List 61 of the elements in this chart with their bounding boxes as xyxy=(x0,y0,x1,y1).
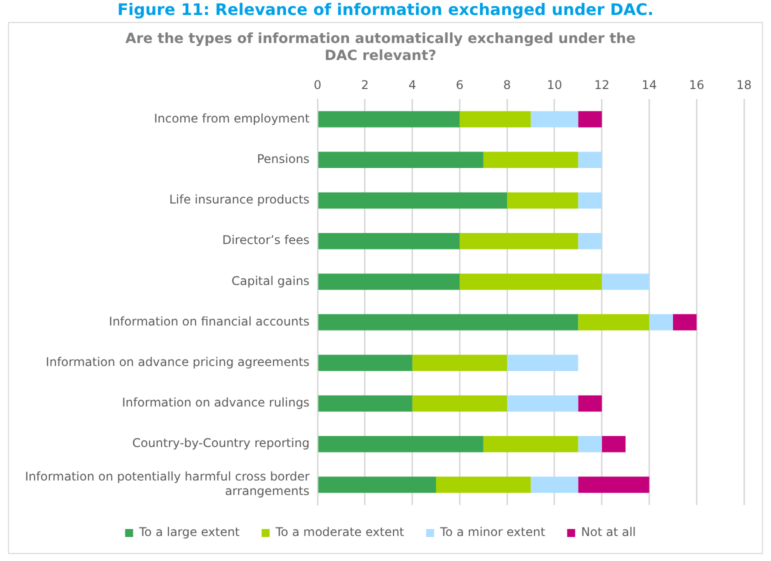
bar xyxy=(507,192,578,209)
x-tick-label: 14 xyxy=(642,78,657,92)
bar xyxy=(436,476,531,493)
legend-label: To a moderate extent xyxy=(274,525,404,540)
bar xyxy=(318,354,412,372)
x-tick-label: 16 xyxy=(688,78,704,92)
bar xyxy=(602,436,626,452)
x-tick-label: 6 xyxy=(456,78,464,92)
x-tick-label: 8 xyxy=(503,78,511,92)
x-tick-label: 0 xyxy=(314,78,322,92)
bar xyxy=(460,232,578,250)
bar xyxy=(318,395,412,412)
bar xyxy=(318,436,484,452)
bar xyxy=(318,152,484,168)
x-tick-label: 10 xyxy=(546,78,562,92)
bar xyxy=(530,476,578,493)
y-tick-label: Information on advance rulings xyxy=(122,396,310,410)
bar xyxy=(460,111,531,128)
legend-label: Not at all xyxy=(581,525,636,540)
legend-label: To a large extent xyxy=(138,525,240,540)
chart-title: Figure 11: Relevance of information exchanged under DAC. xyxy=(116,0,655,21)
x-tick-label: 12 xyxy=(594,78,610,92)
bar xyxy=(578,192,602,209)
bar xyxy=(412,395,508,412)
bar xyxy=(578,436,602,452)
bar xyxy=(530,111,578,128)
bar xyxy=(578,476,650,493)
bar xyxy=(578,152,602,168)
bar xyxy=(507,354,578,372)
bar xyxy=(649,314,673,330)
x-tick-label: 2 xyxy=(361,78,369,92)
y-tick-label: Life insurance products xyxy=(169,192,310,207)
bar xyxy=(318,314,578,330)
y-tick-label: Capital gains xyxy=(232,274,310,288)
bar xyxy=(578,232,602,250)
bar xyxy=(318,111,460,128)
bar xyxy=(318,274,460,290)
y-tick-label: Pensions xyxy=(256,152,310,166)
bar xyxy=(602,274,650,290)
y-tick-label: Information on advance pricing agreements xyxy=(46,355,310,370)
bar xyxy=(578,314,650,330)
bar xyxy=(318,232,460,250)
legend-label: To a minor extent xyxy=(439,525,546,540)
y-tick-label: Income from employment xyxy=(154,111,310,126)
bar xyxy=(578,395,602,412)
y-tick-label: Information on potentially harmful cross border arrangements xyxy=(25,470,310,498)
bar xyxy=(578,111,602,128)
bar xyxy=(483,436,578,452)
bar xyxy=(412,354,508,372)
bar xyxy=(672,314,697,330)
bar xyxy=(318,192,508,209)
x-tick-label: 18 xyxy=(736,78,752,92)
bar xyxy=(483,152,578,168)
bar xyxy=(318,476,436,493)
y-tick-label: Country-by-Country reporting xyxy=(132,436,310,450)
y-tick-label: Information on financial accounts xyxy=(108,314,310,328)
bar xyxy=(460,274,602,290)
bar xyxy=(507,395,578,412)
y-tick-label: Director’s fees xyxy=(222,233,310,248)
x-tick-label: 4 xyxy=(408,78,416,92)
chart-subtitle: Are the types of information automatically exchanged under the DAC relevant? xyxy=(125,31,636,64)
